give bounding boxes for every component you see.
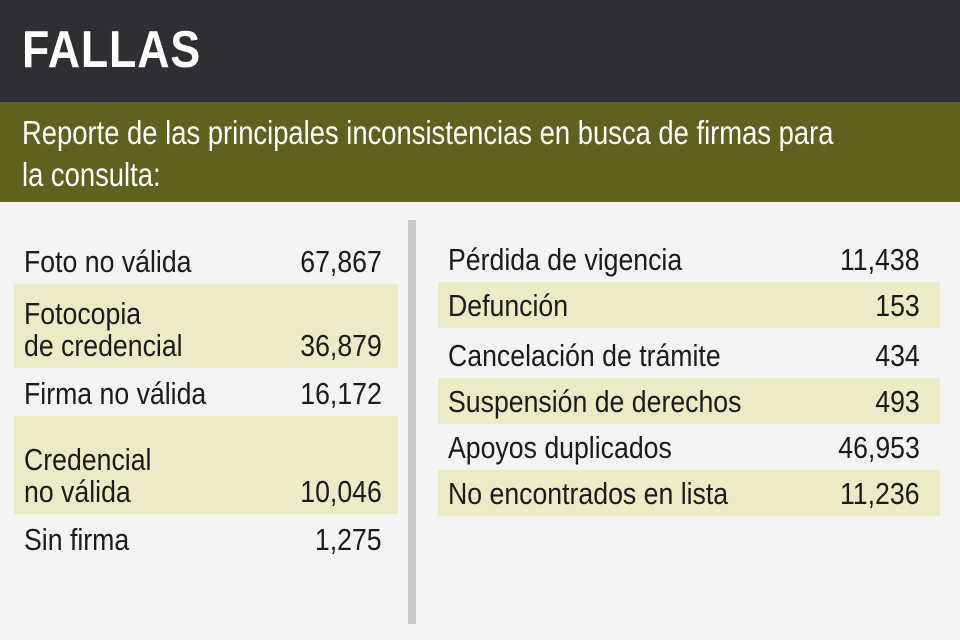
item-value: 46,953 xyxy=(838,430,920,465)
item-label: Apoyos duplicados xyxy=(448,430,672,465)
item-value: 434 xyxy=(875,338,920,373)
left-column: Foto no válida 67,867 Fotocopia de crede… xyxy=(14,234,398,562)
column-divider xyxy=(408,220,416,624)
item-label: Foto no válida xyxy=(24,244,192,279)
list-item: Foto no válida 67,867 xyxy=(14,234,398,284)
item-label: Cancelación de trámite xyxy=(448,338,721,373)
list-item: Cancelación de trámite 434 xyxy=(438,328,940,378)
list-item: Apoyos duplicados 46,953 xyxy=(438,424,940,470)
item-label: Suspensión de derechos xyxy=(448,384,742,419)
list-item: Suspensión de derechos 493 xyxy=(438,378,940,424)
item-value: 153 xyxy=(875,288,920,323)
subtitle-bar: Reporte de las principales inconsistenci… xyxy=(0,102,960,202)
page-title: FALLAS xyxy=(22,21,202,79)
item-value: 36,879 xyxy=(300,328,382,363)
list-item: Sin firma 1,275 xyxy=(14,514,398,562)
item-value: 16,172 xyxy=(300,376,382,411)
right-column: Pérdida de vigencia 11,438 Defunción 153… xyxy=(438,234,940,516)
item-value: 11,236 xyxy=(840,476,920,511)
item-label: Defunción xyxy=(448,288,569,323)
item-label: Credencial no válida xyxy=(24,442,152,509)
item-value: 67,867 xyxy=(300,244,382,279)
list-item: Firma no válida 16,172 xyxy=(14,368,398,416)
item-value: 493 xyxy=(875,384,920,419)
item-label: Sin firma xyxy=(24,522,130,557)
list-item: Fotocopia de credencial 36,879 xyxy=(14,284,398,368)
item-label: Fotocopia de credencial xyxy=(24,296,183,363)
list-item: Defunción 153 xyxy=(438,282,940,328)
item-value: 11,438 xyxy=(840,242,920,277)
list-item: Pérdida de vigencia 11,438 xyxy=(438,234,940,282)
list-item: Credencial no válida 10,046 xyxy=(14,416,398,514)
item-label: Firma no válida xyxy=(24,376,207,411)
item-value: 10,046 xyxy=(300,474,382,509)
page-subtitle: Reporte de las principales inconsistenci… xyxy=(22,114,834,193)
title-bar: FALLAS xyxy=(0,0,960,102)
item-label: No encontrados en lista xyxy=(448,476,729,511)
list-item: No encontrados en lista 11,236 xyxy=(438,470,940,516)
item-label: Pérdida de vigencia xyxy=(448,242,683,277)
item-value: 1,275 xyxy=(315,522,382,557)
